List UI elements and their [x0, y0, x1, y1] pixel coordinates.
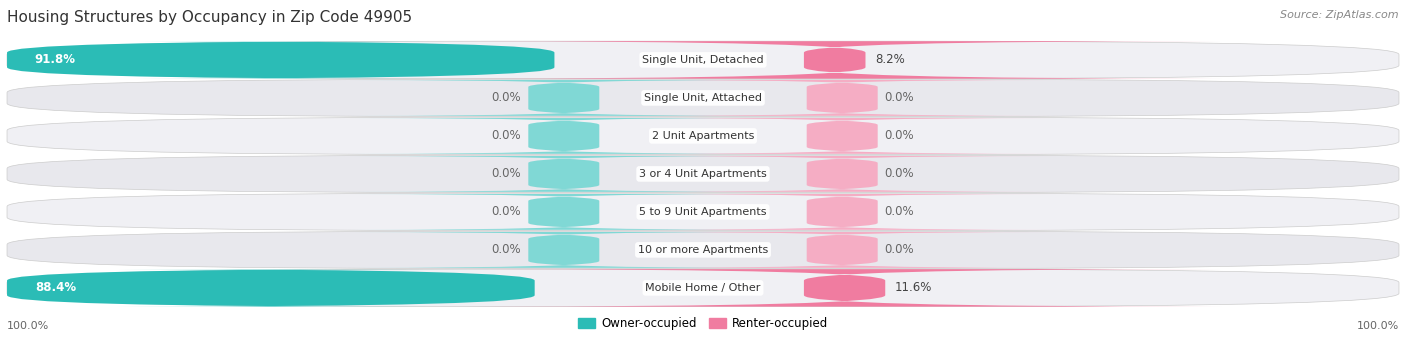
- Text: 0.0%: 0.0%: [492, 243, 522, 256]
- FancyBboxPatch shape: [349, 232, 779, 268]
- Text: 10 or more Apartments: 10 or more Apartments: [638, 245, 768, 255]
- FancyBboxPatch shape: [627, 232, 1057, 268]
- FancyBboxPatch shape: [7, 41, 554, 79]
- Text: 0.0%: 0.0%: [492, 91, 522, 104]
- FancyBboxPatch shape: [349, 194, 779, 230]
- FancyBboxPatch shape: [468, 269, 1222, 307]
- FancyBboxPatch shape: [449, 41, 1222, 79]
- Text: 0.0%: 0.0%: [492, 205, 522, 218]
- FancyBboxPatch shape: [7, 79, 1399, 117]
- Text: 0.0%: 0.0%: [492, 167, 522, 180]
- FancyBboxPatch shape: [7, 41, 1399, 79]
- FancyBboxPatch shape: [349, 118, 779, 154]
- Text: 100.0%: 100.0%: [1357, 321, 1399, 330]
- FancyBboxPatch shape: [627, 194, 1057, 230]
- Text: Mobile Home / Other: Mobile Home / Other: [645, 283, 761, 293]
- FancyBboxPatch shape: [627, 118, 1057, 154]
- FancyBboxPatch shape: [7, 155, 1399, 193]
- Text: 2 Unit Apartments: 2 Unit Apartments: [652, 131, 754, 141]
- FancyBboxPatch shape: [7, 269, 1399, 307]
- Text: 3 or 4 Unit Apartments: 3 or 4 Unit Apartments: [640, 169, 766, 179]
- Text: 0.0%: 0.0%: [884, 243, 914, 256]
- Text: 0.0%: 0.0%: [884, 91, 914, 104]
- Text: 0.0%: 0.0%: [884, 167, 914, 180]
- Text: 8.2%: 8.2%: [875, 54, 905, 66]
- FancyBboxPatch shape: [7, 117, 1399, 155]
- Legend: Owner-occupied, Renter-occupied: Owner-occupied, Renter-occupied: [572, 313, 834, 335]
- Text: 5 to 9 Unit Apartments: 5 to 9 Unit Apartments: [640, 207, 766, 217]
- FancyBboxPatch shape: [627, 156, 1057, 192]
- Text: Single Unit, Detached: Single Unit, Detached: [643, 55, 763, 65]
- Text: 91.8%: 91.8%: [35, 54, 76, 66]
- Text: Single Unit, Attached: Single Unit, Attached: [644, 93, 762, 103]
- FancyBboxPatch shape: [7, 231, 1399, 269]
- FancyBboxPatch shape: [7, 193, 1399, 231]
- FancyBboxPatch shape: [627, 80, 1057, 116]
- Text: 0.0%: 0.0%: [884, 130, 914, 143]
- Text: 100.0%: 100.0%: [7, 321, 49, 330]
- Text: Housing Structures by Occupancy in Zip Code 49905: Housing Structures by Occupancy in Zip C…: [7, 10, 412, 25]
- Text: 0.0%: 0.0%: [884, 205, 914, 218]
- Text: Source: ZipAtlas.com: Source: ZipAtlas.com: [1281, 10, 1399, 20]
- FancyBboxPatch shape: [7, 269, 534, 307]
- Text: 88.4%: 88.4%: [35, 281, 76, 294]
- FancyBboxPatch shape: [349, 156, 779, 192]
- Text: 0.0%: 0.0%: [492, 130, 522, 143]
- FancyBboxPatch shape: [349, 80, 779, 116]
- Text: 11.6%: 11.6%: [896, 281, 932, 294]
